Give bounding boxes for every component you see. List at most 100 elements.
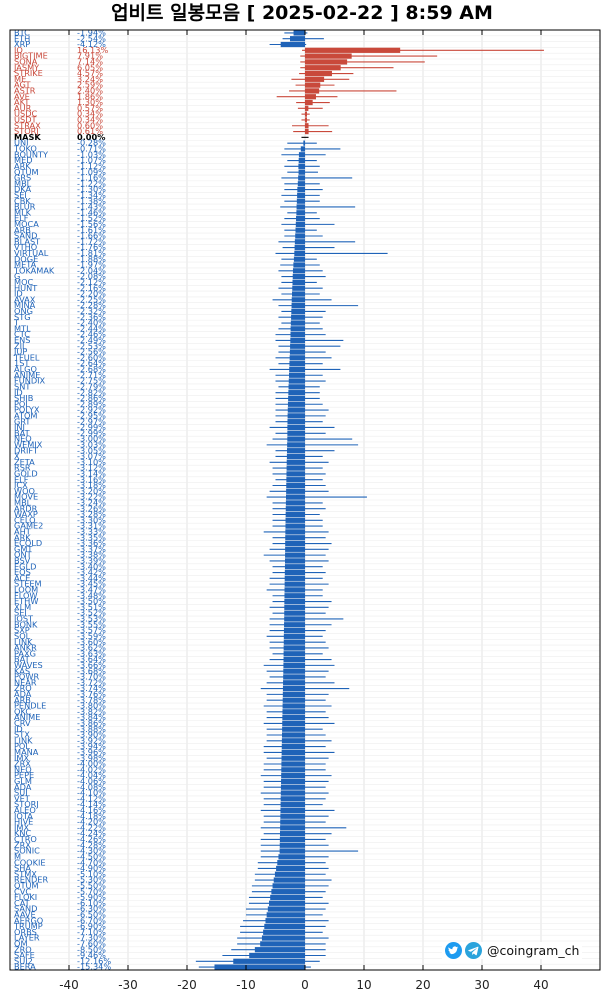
coin-symbol-label: ZRO xyxy=(14,683,32,693)
change-bar xyxy=(281,767,305,773)
change-percent-label: -6.10% xyxy=(77,898,106,908)
coin-symbol-label: IQ xyxy=(14,45,23,55)
change-bar xyxy=(297,192,305,198)
change-bar xyxy=(280,796,305,802)
change-percent-label: -3.57% xyxy=(77,625,106,635)
coin-symbol-label: POL xyxy=(14,741,30,751)
change-percent-label: -1.56% xyxy=(77,219,106,229)
change-percent-label: -1.34% xyxy=(77,190,106,200)
change-percent-label: -4.20% xyxy=(77,817,106,827)
change-percent-label: -7.10% xyxy=(77,927,106,937)
coin-symbol-label: ANKR xyxy=(14,643,37,653)
change-percent-label: -4.00% xyxy=(77,759,106,769)
change-percent-label: -3.98% xyxy=(77,753,106,763)
coin-symbol-label: G xyxy=(14,271,20,281)
change-bar xyxy=(287,419,305,425)
change-percent-label: -3.30% xyxy=(77,515,106,525)
coin-symbol-label: VTHO xyxy=(14,242,37,252)
change-bar xyxy=(281,773,305,779)
x-tick-label: -10 xyxy=(236,978,256,992)
change-bar xyxy=(284,569,305,576)
change-percent-label: -3.82% xyxy=(77,706,106,716)
change-percent-label: -2.56% xyxy=(77,347,106,357)
coin-symbol-label: CELO xyxy=(14,515,36,525)
coin-symbol-label: ARDR xyxy=(14,503,38,513)
change-percent-label: -1.81% xyxy=(77,248,106,258)
coin-symbol-label: CTC xyxy=(14,329,30,339)
coin-symbol-label: GMT xyxy=(14,544,33,554)
coin-symbol-label: HUNT xyxy=(14,283,38,293)
change-percent-label: -3.66% xyxy=(77,660,106,670)
change-percent-label: -1.94% xyxy=(77,28,106,38)
change-bar xyxy=(296,198,305,204)
change-percent-label: -0.71% xyxy=(77,144,106,154)
coin-symbol-label: SEI xyxy=(14,608,27,618)
change-bar xyxy=(279,848,305,854)
change-percent-label: -3.31% xyxy=(77,521,106,531)
change-bar xyxy=(298,157,305,164)
coin-symbol-label: QKC xyxy=(14,706,31,716)
coin-symbol-label: KNC xyxy=(14,828,31,838)
coin-symbol-label: COOKIE xyxy=(14,857,46,867)
change-percent-label: -1.09% xyxy=(77,167,106,177)
coin-symbol-label: ARB xyxy=(14,225,31,235)
coin-symbol-label: STORJ xyxy=(14,126,39,136)
change-percent-label: -2.54% xyxy=(77,33,106,43)
coin-symbol-label: ID xyxy=(14,387,23,397)
change-percent-label: -3.48% xyxy=(77,590,106,600)
change-bar xyxy=(305,76,325,82)
change-percent-label: -3.64% xyxy=(77,654,106,664)
coin-symbol-label: QTUM xyxy=(14,167,39,177)
coin-symbol-label: WEMIX xyxy=(14,439,43,449)
change-percent-label: -4.06% xyxy=(77,776,106,786)
change-bar xyxy=(296,204,305,210)
change-bar xyxy=(290,36,305,42)
change-percent-label: -2.79% xyxy=(77,381,106,391)
change-bar xyxy=(286,453,305,460)
change-bar xyxy=(282,709,305,715)
coin-symbol-label: BERA xyxy=(14,962,36,972)
change-percent-label: -1.52% xyxy=(77,213,106,223)
change-bar xyxy=(291,303,305,309)
telegram-icon xyxy=(465,942,482,959)
change-percent-label: -8.50% xyxy=(77,944,106,954)
change-bar xyxy=(284,581,305,587)
change-percent-label: -1.38% xyxy=(77,196,106,206)
coin-symbol-label: ATOM xyxy=(14,410,37,420)
change-bar xyxy=(279,842,305,848)
coin-symbol-label: CRV xyxy=(14,718,31,728)
change-percent-label: 0.60% xyxy=(77,120,103,130)
change-percent-label: -3.96% xyxy=(77,747,106,757)
change-bar xyxy=(290,320,305,326)
change-bar xyxy=(267,906,305,912)
x-tick-label: 0 xyxy=(301,978,309,992)
change-percent-label: 1.30% xyxy=(77,97,103,107)
change-bar xyxy=(283,680,305,686)
change-percent-label: -3.26% xyxy=(77,503,106,513)
coin-symbol-label: SONA xyxy=(14,57,38,67)
change-bar xyxy=(280,813,305,819)
coin-symbol-label: MLK xyxy=(14,207,32,217)
coin-symbol-label: ADA xyxy=(14,782,32,792)
change-bar xyxy=(305,82,321,88)
coin-symbol-label: TOKO xyxy=(13,144,37,154)
change-bar xyxy=(283,639,305,645)
change-bar xyxy=(297,186,305,193)
change-bar xyxy=(282,691,305,697)
change-percent-label: -3.88% xyxy=(77,724,106,734)
change-bar xyxy=(281,732,305,738)
change-bar xyxy=(286,477,305,483)
change-bar xyxy=(283,656,305,663)
change-percent-label: -2.25% xyxy=(77,294,106,304)
change-percent-label: -1.30% xyxy=(77,184,106,194)
coin-symbol-label: STRAX xyxy=(14,120,41,130)
coin-symbol-label: JASMY xyxy=(13,62,40,72)
coin-symbol-label: AKT xyxy=(14,97,30,107)
coin-symbol-label: SEI xyxy=(14,190,27,200)
coin-symbol-label: MANA xyxy=(14,747,39,757)
change-percent-label: -3.10% xyxy=(77,457,106,467)
change-bar xyxy=(284,558,305,564)
coin-symbol-label: ICX xyxy=(14,480,28,490)
change-percent-label: -1.76% xyxy=(77,242,106,252)
change-bar xyxy=(279,831,305,837)
